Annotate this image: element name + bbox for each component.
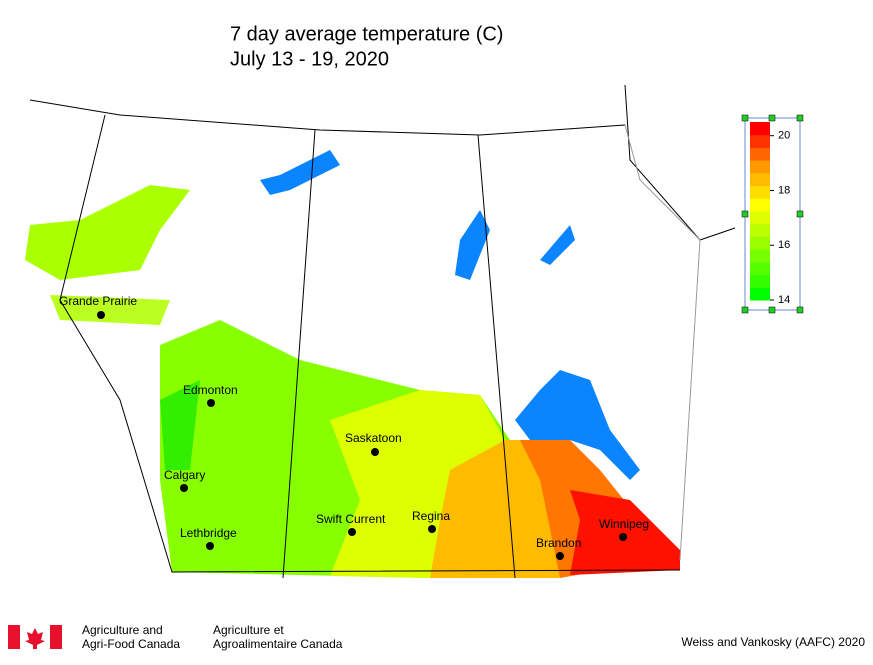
title: 7 day average temperature (C) xyxy=(230,23,503,45)
tick-label: 14 xyxy=(778,294,790,306)
colorbar-band xyxy=(750,223,770,237)
tick-label: 20 xyxy=(778,130,790,142)
city-label: Brandon xyxy=(536,536,581,550)
colorbar-band xyxy=(750,261,770,276)
footer-text: Agri-Food Canada xyxy=(82,637,180,651)
colorbar-band xyxy=(750,249,770,263)
boundaries xyxy=(29,84,736,579)
colorbar-band xyxy=(750,147,770,161)
selection-handle xyxy=(796,114,804,122)
colorbar-band xyxy=(750,236,770,250)
selection-handle xyxy=(768,306,776,314)
legend: 14 16 18 20 xyxy=(741,114,804,314)
selection-handle xyxy=(796,210,804,218)
colorbar-band xyxy=(750,134,770,148)
tick-label: 18 xyxy=(778,184,790,196)
temperature-field xyxy=(25,185,680,578)
city-label: Regina xyxy=(412,509,450,523)
colorbar-band xyxy=(750,287,770,301)
city-markers xyxy=(97,311,627,560)
selection-handle xyxy=(741,210,749,218)
city-labels: Grande Prairie Edmonton Saskatoon Calgar… xyxy=(59,294,649,550)
city-label: Calgary xyxy=(164,468,205,482)
footer-text: Agriculture and xyxy=(82,623,163,637)
colorbar-band xyxy=(750,185,770,199)
footer-text: Agroalimentaire Canada xyxy=(213,637,343,651)
colorbar-band xyxy=(750,172,770,187)
canada-flag xyxy=(8,625,62,649)
city-label: Grande Prairie xyxy=(59,294,137,308)
subtitle: July 13 - 19, 2020 xyxy=(230,48,389,70)
colorbar-band xyxy=(750,122,770,136)
colorbar-band xyxy=(750,211,770,225)
city-label: Winnipeg xyxy=(599,517,649,531)
colorbar-band xyxy=(750,274,770,288)
colorbar-band xyxy=(750,198,770,212)
tick-label: 16 xyxy=(778,239,790,251)
selection-handle xyxy=(768,114,776,122)
city-label: Edmonton xyxy=(183,383,238,397)
credit: Weiss and Vankosky (AAFC) 2020 xyxy=(681,635,865,649)
city-label: Lethbridge xyxy=(180,526,237,540)
selection-handle xyxy=(796,306,804,314)
selection-handle xyxy=(741,114,749,122)
city-label: Saskatoon xyxy=(345,431,402,445)
lakes xyxy=(260,150,640,480)
footer-text: Agriculture et xyxy=(213,623,284,637)
colorbar-band xyxy=(750,160,770,174)
selection-handle xyxy=(741,306,749,314)
city-label: Swift Current xyxy=(316,512,386,526)
